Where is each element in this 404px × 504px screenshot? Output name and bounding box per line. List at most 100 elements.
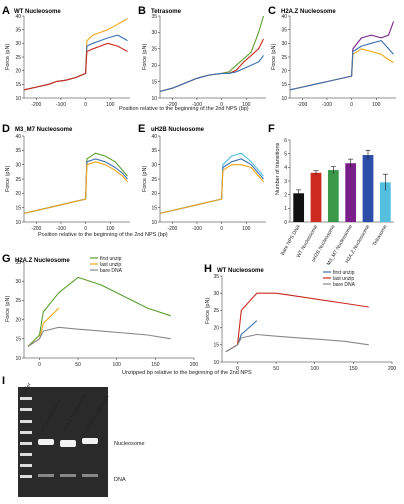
y-tick-label: 30 bbox=[15, 279, 21, 285]
gel-band-dna bbox=[60, 474, 76, 477]
x-tick-label: 0 bbox=[350, 102, 353, 108]
legend-label-first-unzip: first unzip bbox=[100, 256, 122, 262]
y-tick-label: 20 bbox=[15, 317, 21, 323]
panel-letter-C: C bbox=[268, 5, 276, 17]
y-tick-label: 25 bbox=[151, 47, 157, 53]
y-tick-label: 30 bbox=[213, 291, 219, 297]
x-tick-label: -200 bbox=[297, 102, 307, 108]
series-line-2 bbox=[289, 40, 394, 91]
x-tick-label: -200 bbox=[167, 226, 177, 232]
y-tick-label: 4 bbox=[284, 165, 287, 171]
y-tick-label: 3 bbox=[284, 179, 287, 185]
bar bbox=[379, 182, 391, 222]
series-line-1 bbox=[23, 158, 128, 214]
panel-title-D: M3_M7 Nucleosome bbox=[15, 127, 73, 133]
x-tick-label: -100 bbox=[192, 226, 202, 232]
series-line-1 bbox=[159, 38, 264, 92]
y-tick-label: 1 bbox=[284, 206, 287, 212]
legend-label-bare-dna: bare DNA bbox=[100, 268, 123, 274]
panel-letter-H: H bbox=[204, 263, 212, 275]
ladder-band bbox=[20, 397, 32, 400]
y-axis-label-H: Force (pN) bbox=[205, 298, 211, 324]
y-tick-label: 40 bbox=[15, 14, 21, 20]
y-axis-label-D: Force (pN) bbox=[5, 166, 11, 192]
panel-letter-E: E bbox=[138, 123, 145, 135]
legend-label-last-unzip: last unzip bbox=[100, 262, 121, 268]
bar bbox=[362, 155, 374, 222]
y-tick-label: 5 bbox=[284, 151, 287, 157]
x-tick-label: 0 bbox=[84, 226, 87, 232]
bar bbox=[345, 163, 357, 222]
x-tick-label: 0 bbox=[220, 102, 223, 108]
y-tick-label: 35 bbox=[151, 14, 157, 20]
x-axis-label-middle: Position relative to the beginning of th… bbox=[38, 232, 168, 238]
x-tick-label: 200 bbox=[388, 366, 397, 372]
y-tick-label: 25 bbox=[151, 177, 157, 183]
panel-letter-D: D bbox=[2, 123, 10, 135]
y-tick-label: 30 bbox=[15, 41, 21, 47]
x-tick-label: -200 bbox=[167, 102, 177, 108]
panel-letter-G: G bbox=[2, 253, 11, 265]
series-line-0 bbox=[159, 15, 265, 92]
x-tick-label: 0 bbox=[220, 226, 223, 232]
chart-D: 10 15 20 25 30 35 40 -200 -100 0 100 bbox=[15, 134, 130, 232]
x-tick-label: -100 bbox=[56, 226, 66, 232]
legend-H: first unzip last unzip bare DNA bbox=[323, 270, 356, 288]
y-tick-label: 30 bbox=[151, 30, 157, 36]
y-tick-label: 30 bbox=[151, 162, 157, 168]
x-tick-label: 150 bbox=[151, 362, 160, 368]
y-tick-label: 20 bbox=[15, 191, 21, 197]
panel-letter-A: A bbox=[2, 5, 10, 17]
axis-A bbox=[23, 16, 130, 99]
series-line-bare-DNA bbox=[27, 326, 171, 347]
x-tick-label: 100 bbox=[242, 226, 251, 232]
panel-letter-I: I bbox=[2, 375, 5, 387]
y-tick-label: 15 bbox=[213, 343, 219, 349]
x-tick-label: 100 bbox=[106, 102, 115, 108]
y-tick-label: 35 bbox=[151, 148, 157, 154]
y-tick-label: 15 bbox=[15, 205, 21, 211]
series-line-first-unzip bbox=[225, 320, 258, 353]
y-tick-label: 25 bbox=[15, 177, 21, 183]
y-tick-label: 6 bbox=[284, 138, 287, 144]
x-axis-label-bottom: Unzipped bp relative to the beginning of… bbox=[122, 370, 252, 376]
bar-category-label: Tetrasome bbox=[372, 224, 389, 247]
y-tick-label: 10 bbox=[15, 220, 21, 226]
y-axis-label-A: Force (pN) bbox=[5, 44, 11, 70]
x-tick-label: 50 bbox=[273, 366, 279, 372]
legend-G: first unzip last unzip bare DNA bbox=[90, 256, 123, 274]
x-tick-label: 100 bbox=[106, 226, 115, 232]
y-axis-label-C: Force (pN) bbox=[271, 44, 277, 70]
ladder-band bbox=[20, 431, 32, 434]
chart-C: 10 15 20 25 30 35 40 -200 -100 0 100 bbox=[281, 14, 396, 108]
axis-F bbox=[289, 140, 394, 223]
y-tick-label: 10 bbox=[281, 96, 287, 102]
gel-band-nucleosome-h2az bbox=[60, 440, 76, 447]
y-axis-label-G: Force (pN) bbox=[5, 296, 11, 322]
y-tick-label: 20 bbox=[281, 68, 287, 74]
panel-title-E: uH2B Nucleosome bbox=[151, 127, 205, 133]
axis-D bbox=[23, 136, 130, 223]
gel-band-nucleosome-wt bbox=[38, 439, 54, 445]
series-line-0 bbox=[23, 18, 128, 91]
series-line-last-unzip bbox=[225, 292, 369, 353]
panel-letter-B: B bbox=[138, 5, 146, 17]
y-tick-label: 15 bbox=[15, 82, 21, 88]
x-tick-label: 100 bbox=[311, 366, 320, 372]
y-tick-label: 35 bbox=[15, 260, 21, 266]
x-tick-label: -200 bbox=[31, 102, 41, 108]
y-tick-label: 40 bbox=[151, 134, 157, 140]
y-tick-label: 40 bbox=[15, 134, 21, 140]
legend-label-bare-dna: bare DNA bbox=[333, 282, 356, 288]
y-axis-label-F: Number of transitions bbox=[275, 142, 281, 195]
axis-C bbox=[289, 16, 396, 99]
y-tick-label: 15 bbox=[15, 337, 21, 343]
panel-title-A: WT Nucleosome bbox=[14, 9, 61, 15]
series-line-1 bbox=[289, 48, 394, 91]
x-tick-label: 100 bbox=[372, 102, 381, 108]
y-tick-label: 35 bbox=[15, 148, 21, 154]
y-tick-label: 10 bbox=[15, 96, 21, 102]
x-tick-label: 50 bbox=[75, 362, 81, 368]
ladder-band bbox=[20, 475, 32, 478]
y-tick-label: 40 bbox=[281, 14, 287, 20]
